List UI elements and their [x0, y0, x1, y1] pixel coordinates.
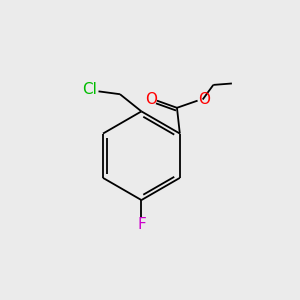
- Text: O: O: [198, 92, 210, 107]
- Text: Cl: Cl: [82, 82, 98, 98]
- Text: O: O: [145, 92, 157, 107]
- Text: F: F: [137, 217, 146, 232]
